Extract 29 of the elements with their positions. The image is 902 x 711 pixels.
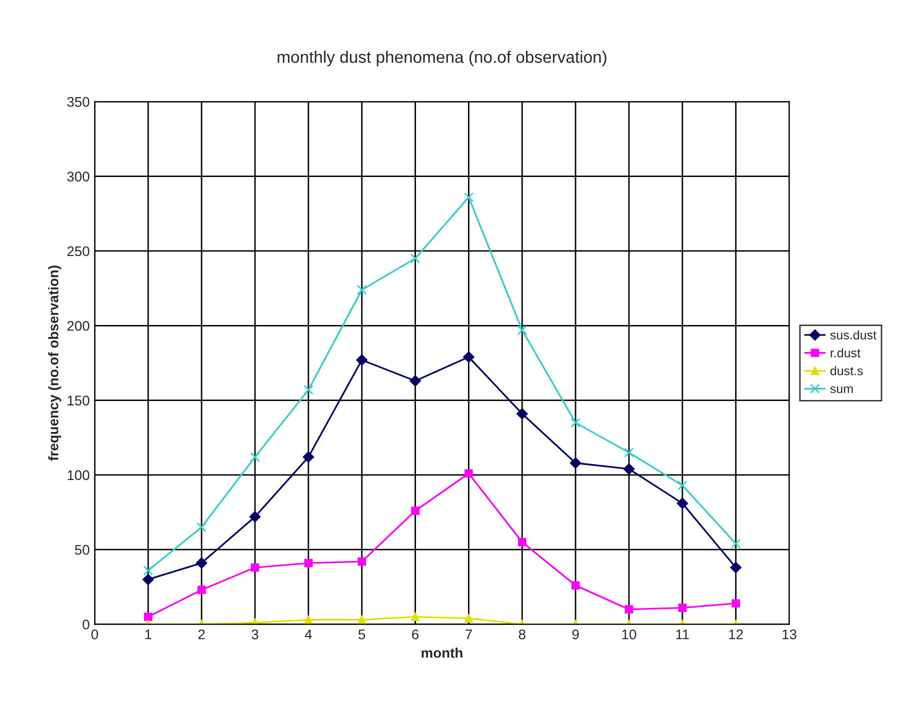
- y-tick-label: 250: [67, 246, 90, 256]
- y-axis-title: frequency (no.of observation): [48, 266, 62, 461]
- y-tick-label: 300: [67, 172, 90, 182]
- y-tick-label: 200: [67, 320, 90, 331]
- legend-label: sus.dust: [830, 330, 876, 340]
- legend-label: r.dust: [830, 348, 860, 358]
- y-tick-label: 350: [67, 97, 90, 107]
- x-tick-label: 8: [518, 629, 526, 640]
- x-tick-label: 10: [622, 629, 636, 640]
- y-tick-label: 0: [82, 620, 90, 630]
- x-tick-label: 13: [782, 629, 796, 640]
- y-tick-label: 150: [68, 396, 90, 406]
- x-tick-label: 5: [358, 630, 366, 640]
- x-tick-label: 11: [676, 630, 689, 640]
- x-tick-label: 1: [145, 630, 152, 640]
- x-tick-label: 7: [466, 630, 472, 640]
- legend-label: dust.s: [830, 366, 863, 376]
- y-tick-label: 50: [74, 544, 90, 555]
- chart-title: monthly dust phenomena (no.of observation): [278, 50, 606, 66]
- x-tick-label: 4: [304, 630, 312, 640]
- x-tick-label: 6: [412, 629, 419, 640]
- legend-label: sum: [830, 386, 853, 394]
- x-tick-label: 9: [572, 629, 579, 640]
- x-tick-label: 3: [252, 629, 258, 640]
- y-tick-label: 100: [68, 470, 90, 480]
- x-tick-label: 2: [198, 629, 205, 640]
- x-axis-title: month: [422, 648, 462, 658]
- x-tick-label: 0: [91, 629, 98, 640]
- x-tick-label: 12: [729, 629, 743, 640]
